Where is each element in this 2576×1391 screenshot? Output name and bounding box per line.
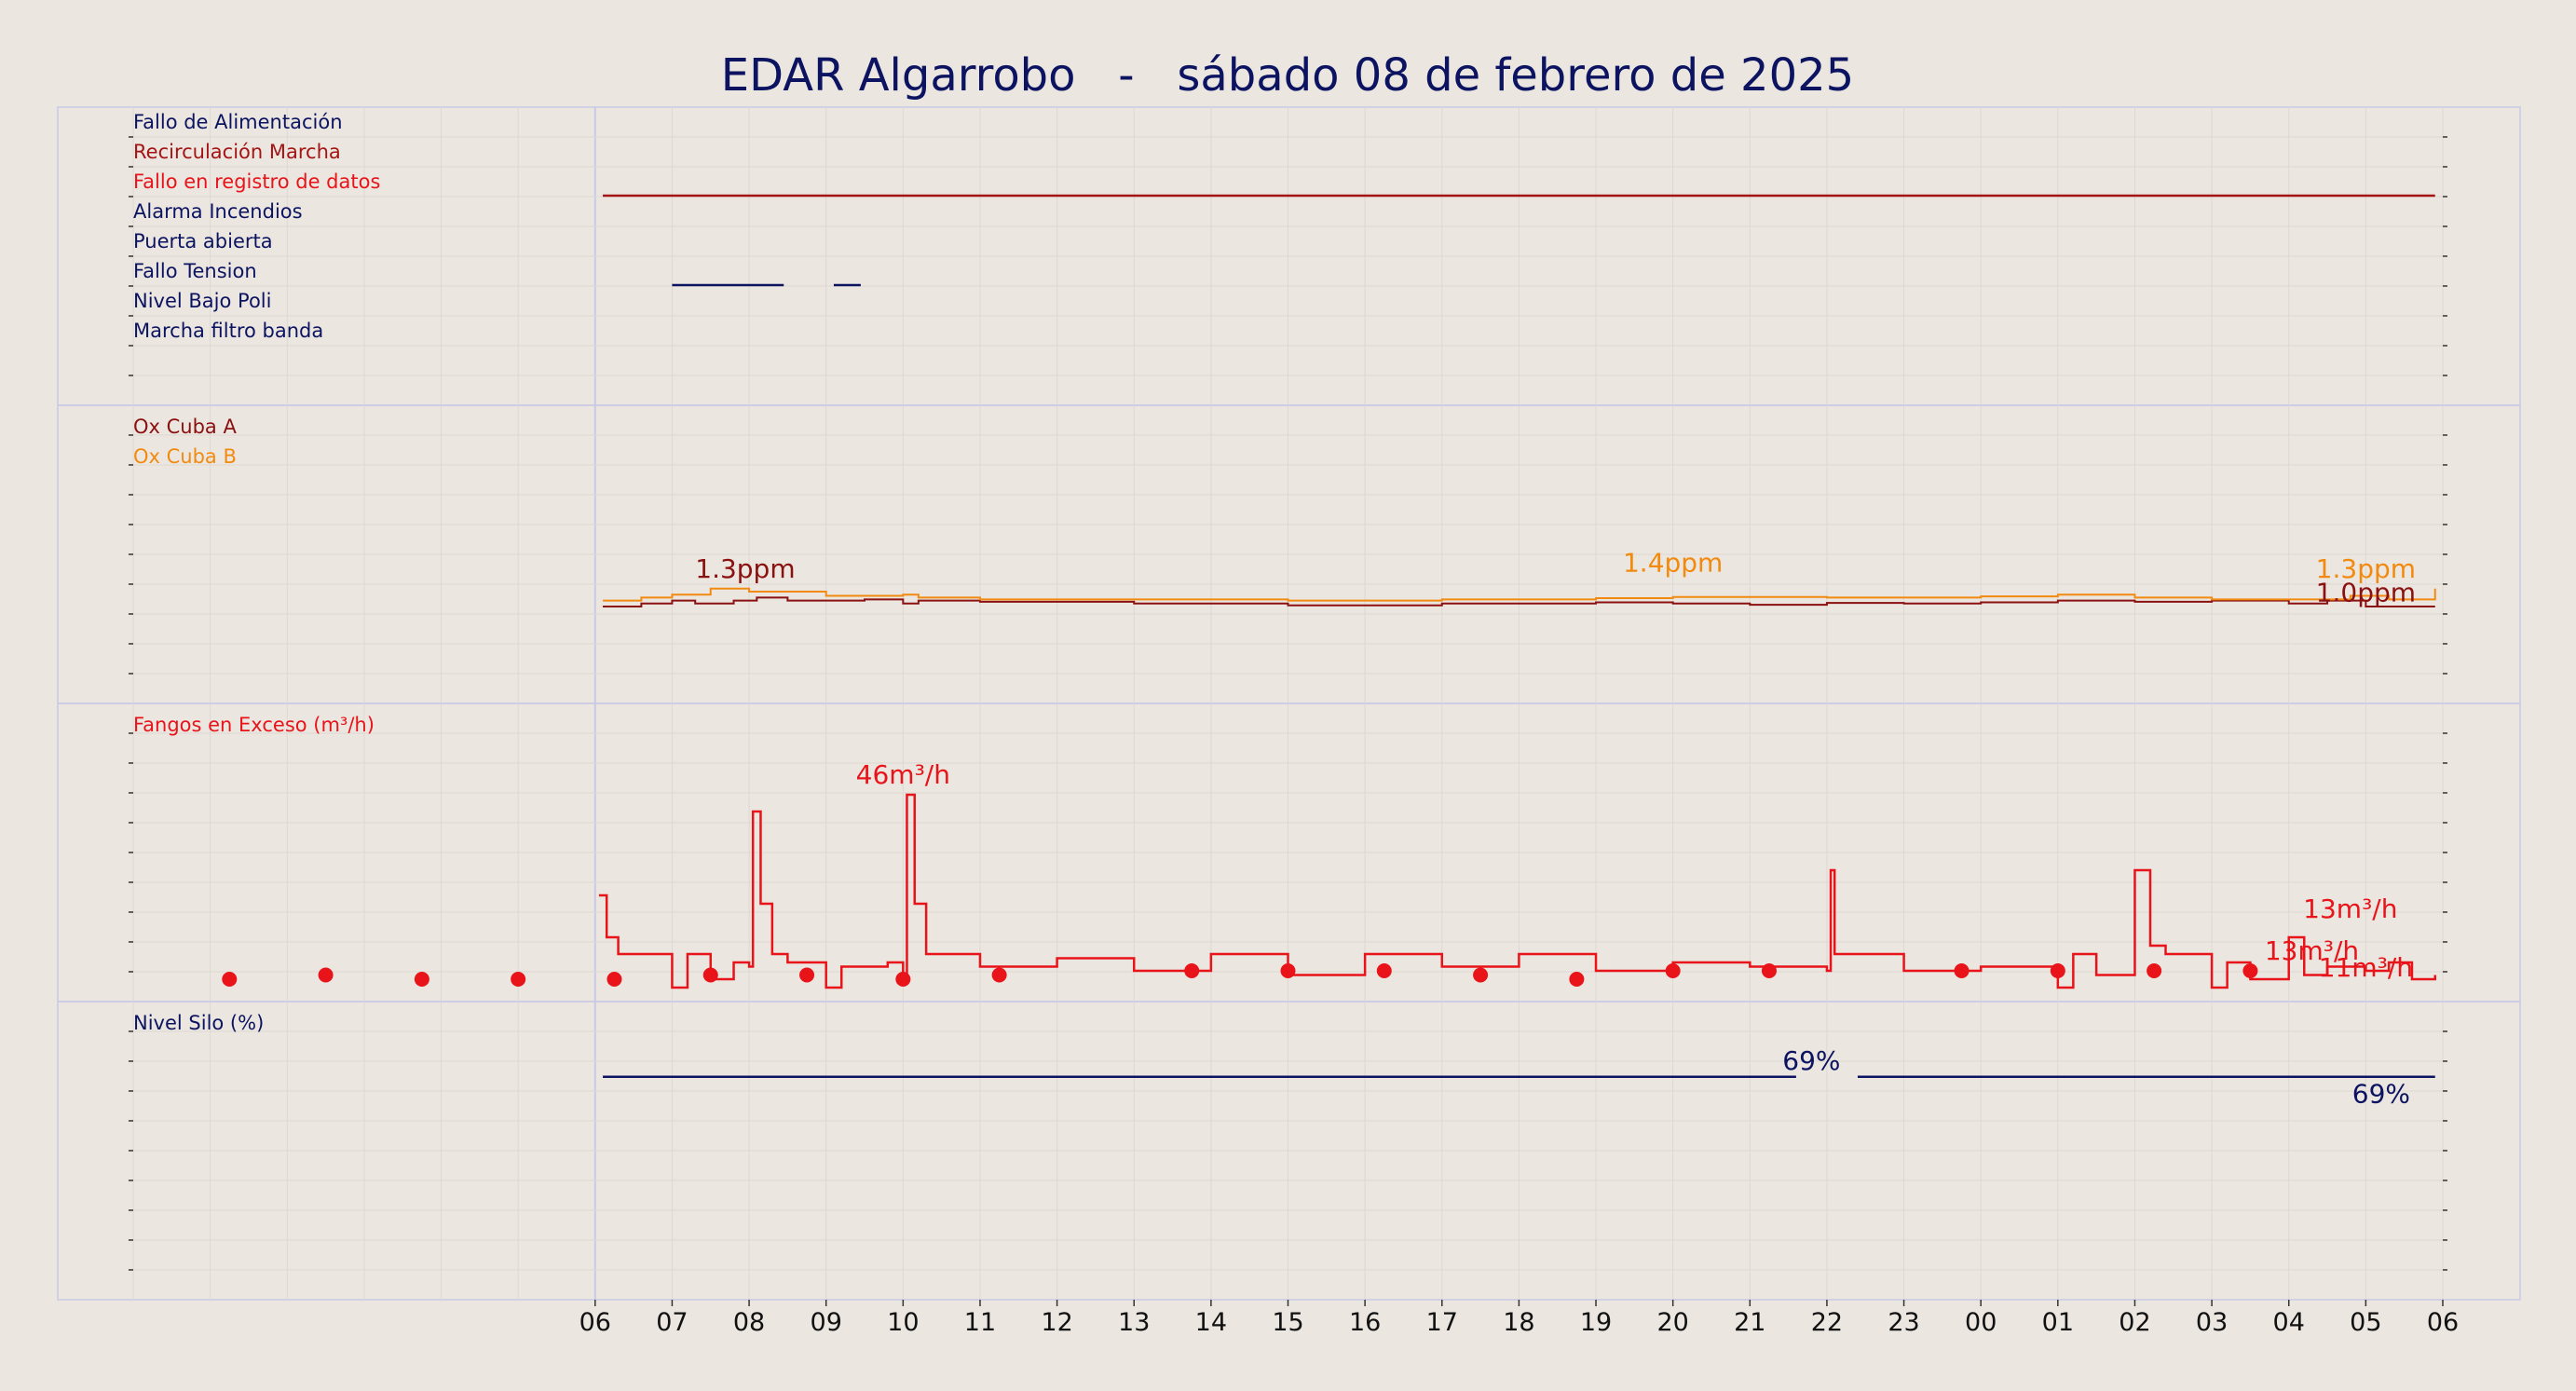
sludge-dot — [511, 972, 526, 987]
sludge-dot — [1473, 967, 1489, 983]
x-tick-label: 19 — [1580, 1308, 1612, 1337]
legend-label: Nivel Silo (%) — [133, 1012, 264, 1034]
legend-label: Fallo en registro de datos — [133, 170, 380, 193]
x-tick-label: 00 — [1965, 1308, 1997, 1337]
data-label: 1.0ppm — [2316, 577, 2416, 607]
sludge-dot — [991, 967, 1007, 983]
x-tick-label: 06 — [2427, 1308, 2459, 1337]
panel-1 — [57, 404, 2521, 704]
x-tick-label: 21 — [1734, 1308, 1765, 1337]
data-label: 11m³/h — [2319, 952, 2413, 983]
x-tick-label: 10 — [887, 1308, 919, 1337]
panel-0 — [57, 106, 2521, 406]
x-tick-label: 09 — [811, 1308, 842, 1337]
data-label: 1.3ppm — [695, 553, 795, 584]
x-tick-label: 23 — [1888, 1308, 1919, 1337]
legend-label: Fallo de Alimentación — [133, 111, 343, 133]
data-label: 69% — [2352, 1079, 2410, 1110]
data-label: 69% — [1782, 1045, 1840, 1076]
x-tick-label: 16 — [1349, 1308, 1381, 1337]
x-tick-label: 11 — [964, 1308, 996, 1337]
x-tick-label: 18 — [1503, 1308, 1534, 1337]
x-tick-label: 03 — [2196, 1308, 2228, 1337]
x-tick-label: 14 — [1195, 1308, 1227, 1337]
x-tick-label: 05 — [2350, 1308, 2381, 1337]
x-tick-label: 13 — [1118, 1308, 1150, 1337]
legend-label: Fangos en Exceso (m³/h) — [133, 714, 375, 736]
sludge-dot — [222, 972, 238, 987]
sludge-dot — [1569, 972, 1585, 987]
oxygen-line — [603, 587, 2436, 602]
x-tick-label: 04 — [2273, 1308, 2305, 1337]
legend-label: Nivel Bajo Poli — [133, 290, 271, 312]
x-tick-label: 07 — [656, 1308, 688, 1337]
sludge-dot — [2050, 963, 2065, 978]
legend-label: Puerta abierta — [133, 230, 273, 252]
x-tick-label: 22 — [1811, 1308, 1843, 1337]
legend-label: Marcha filtro banda — [133, 320, 323, 342]
x-tick-label: 06 — [579, 1308, 611, 1337]
sludge-dot — [895, 972, 911, 987]
sludge-dot — [607, 972, 622, 987]
sludge-dot — [318, 967, 334, 983]
x-tick-label: 12 — [1041, 1308, 1072, 1337]
data-label: 13m³/h — [2303, 893, 2397, 924]
sludge-dot — [2147, 963, 2162, 978]
sludge-dot — [1280, 963, 1296, 978]
x-tick-label: 02 — [2119, 1308, 2150, 1337]
panel-frame — [57, 1001, 2521, 1301]
legend-label: Recirculación Marcha — [133, 141, 341, 163]
data-label: 1.3ppm — [2316, 553, 2416, 584]
x-tick-label: 20 — [1656, 1308, 1688, 1337]
legend-label: Ox Cuba A — [133, 416, 237, 438]
x-tick-label: 15 — [1272, 1308, 1303, 1337]
sludge-dot — [1954, 963, 1969, 978]
legend-label: Ox Cuba B — [133, 445, 237, 468]
sludge-dot — [414, 972, 429, 987]
data-label: 46m³/h — [856, 759, 950, 790]
sludge-dot — [1665, 963, 1681, 978]
legend-label: Alarma Incendios — [133, 200, 303, 223]
legend-label: Fallo Tension — [133, 260, 257, 282]
sludge-dot — [1376, 963, 1392, 978]
sludge-dot — [1184, 963, 1200, 978]
chart-title: EDAR Algarrobo - sábado 08 de febrero de… — [721, 49, 1854, 102]
sludge-line — [598, 793, 2436, 989]
sludge-dot — [799, 967, 815, 983]
data-label: 13m³/h — [2265, 935, 2359, 966]
data-label: 1.4ppm — [1623, 547, 1723, 578]
sludge-dot — [1761, 963, 1777, 978]
x-tick-label: 01 — [2042, 1308, 2074, 1337]
oxygen-line — [603, 596, 2435, 607]
sludge-dot — [702, 967, 718, 983]
sludge-dot — [2242, 963, 2258, 978]
panel-3 — [57, 1001, 2521, 1301]
x-tick-label: 17 — [1426, 1308, 1458, 1337]
x-tick-label: 08 — [733, 1308, 765, 1337]
